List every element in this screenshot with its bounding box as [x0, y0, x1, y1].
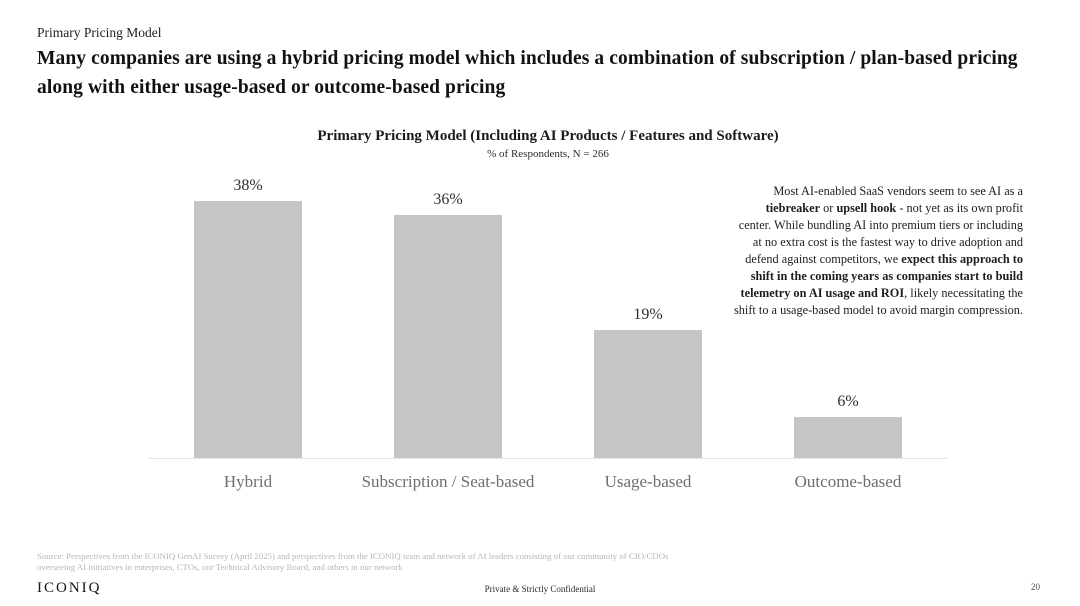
annotation-bold-segment: upsell hook [836, 200, 897, 215]
bar [194, 200, 302, 458]
bar [394, 214, 502, 458]
annotation-bold-segment: tiebreaker [765, 200, 821, 215]
page-number: 20 [1031, 582, 1040, 592]
bar-group: 38% [148, 168, 348, 458]
category-label: Hybrid [223, 471, 273, 491]
bar-value-label: 19% [633, 305, 663, 323]
category-labels: Hybrid Subscription / Seat-based Usage-bas… [148, 472, 948, 492]
category-label: Usage-based [604, 471, 692, 491]
annotation-text: Most AI-enabled SaaS vendors seem to see… [731, 183, 1023, 319]
annotation-segment: Most AI-enabled SaaS vendors seem to see… [773, 184, 1023, 198]
bar-value-label: 38% [233, 176, 263, 194]
category-label: Outcome-based [794, 471, 902, 491]
confidentiality-label: Private & Strictly Confidential [484, 584, 596, 594]
bar [594, 329, 702, 458]
iconiq-logo: ICONIQ [37, 580, 102, 596]
category-label: Subscription / Seat-based [361, 471, 535, 491]
bar [794, 416, 902, 458]
source-note: Source: Perspectives from the ICONIQ Gen… [37, 551, 669, 573]
bar-value-label: 6% [837, 392, 859, 410]
bar-value-label: 36% [433, 190, 463, 208]
bar-group: 36% [348, 168, 548, 458]
plot-area: 38% 36% 19% 6% [148, 168, 948, 459]
bar-chart: Primary Pricing Model (Including AI Prod… [148, 127, 948, 492]
slide-headline: Many companies are using a hybrid pricin… [37, 48, 1018, 99]
bar-group: 6% [748, 168, 948, 458]
annotation-bold-segment: expect this approach to shift in the com… [740, 251, 1023, 300]
bar-group: 19% [548, 168, 748, 458]
chart-title: Primary Pricing Model (Including AI Prod… [317, 128, 779, 144]
slide-eyebrow: Primary Pricing Model [37, 25, 162, 40]
chart-subtitle: % of Respondents, N = 266 [487, 147, 609, 160]
annotation-segment: , likely necessitating the shift to a us… [733, 285, 1023, 317]
annotation-segment: - not yet as its own profit center. Whil… [738, 200, 1023, 266]
annotation-segment: or [820, 200, 837, 215]
